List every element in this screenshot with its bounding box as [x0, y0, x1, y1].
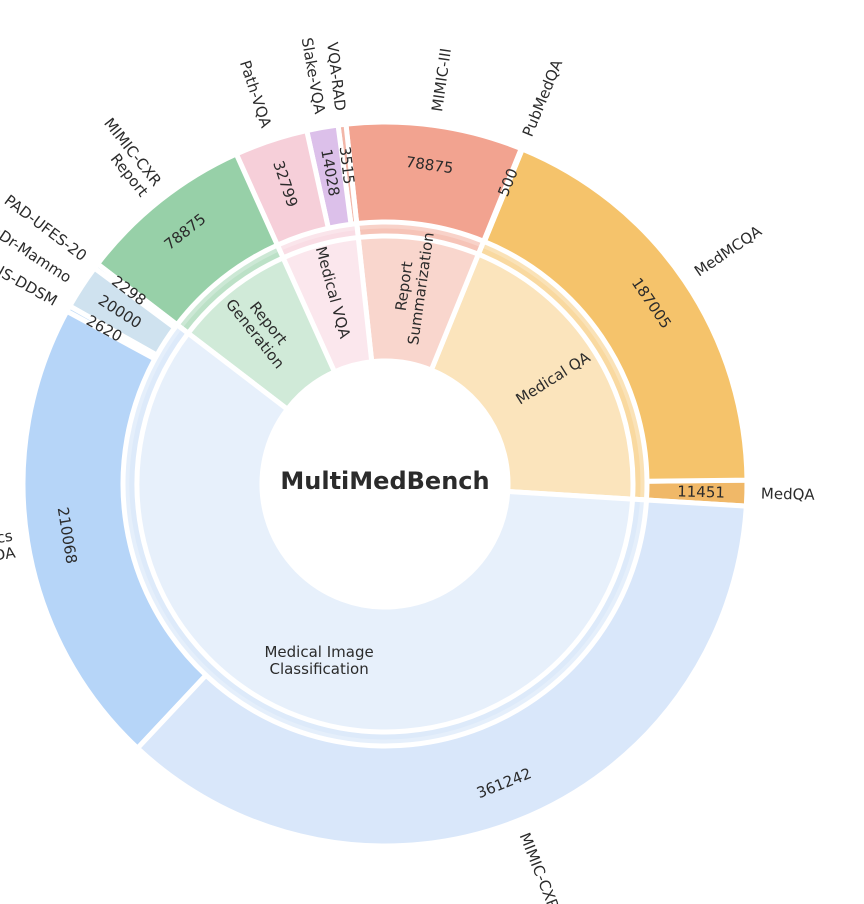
value-label-medqa: 11451 — [677, 482, 725, 501]
value-label-vqa-rad: 3515 — [336, 145, 358, 185]
dataset-label-pubmedqa: PubMedQA — [519, 56, 567, 139]
dataset-label-medqa: MedQA — [761, 485, 816, 504]
dataset-label-genomics-precisionfda: GenomicsPrecisionFDA — [0, 527, 17, 577]
category-label-medical-image-classification: Medical Image Classification — [264, 643, 373, 678]
outer-wedge-mimic-cxr — [134, 497, 749, 849]
dataset-label-mimic-iii: MIMIC-III — [428, 47, 455, 113]
dataset-label-medmcqa: MedMCQA — [691, 222, 766, 281]
inner-ring — [118, 217, 652, 751]
dataset-label-mimic-cxr-report: MIMIC-CXRReport — [87, 114, 165, 200]
dataset-label-mimic-cxr: MIMIC-CXR — [516, 830, 563, 904]
chart-title: MultiMedBench — [280, 467, 489, 495]
dataset-label-path-vqa: Path-VQA — [236, 58, 275, 131]
outer-ring — [20, 119, 750, 849]
center-hole — [262, 361, 508, 607]
outer-wedge-genomics-precisionfda — [20, 307, 210, 752]
